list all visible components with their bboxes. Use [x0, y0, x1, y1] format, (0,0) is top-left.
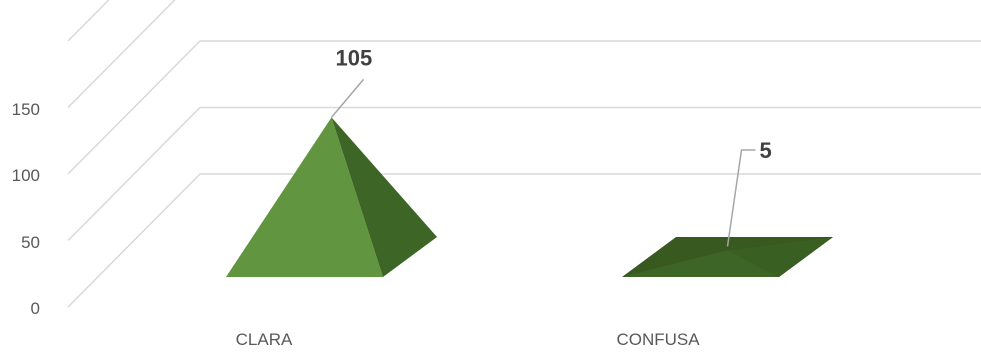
data-label-clara: 105 [336, 45, 373, 70]
pyramid-front-face [226, 117, 383, 277]
pyramid-clara [226, 117, 437, 277]
y-tick-label: 150 [12, 100, 40, 119]
pyramid-confusa [622, 237, 833, 277]
y-axis: 0 50 100 150 [12, 100, 40, 318]
y-tick-label: 0 [31, 299, 40, 318]
gridline [67, 0, 176, 109]
y-tick-label: 100 [12, 166, 40, 185]
y-tick-label: 50 [21, 233, 40, 252]
pyramid-right-face [727, 237, 833, 277]
leader-line [330, 78, 365, 118]
gridlines [67, 0, 981, 308]
labels: CLARA CONFUSA 105 5 [236, 45, 772, 349]
pyramid-bars [226, 117, 833, 277]
category-label-confusa: CONFUSA [616, 330, 700, 349]
gridline [67, 173, 981, 308]
pyramid-right-face [331, 117, 437, 277]
gridline [67, 0, 110, 42]
leader-line [726, 149, 756, 247]
pyramid-front-face [622, 250, 779, 277]
gridline [67, 40, 981, 175]
category-label-clara: CLARA [236, 330, 293, 349]
gridline [67, 106, 981, 242]
data-label-confusa: 5 [760, 138, 772, 163]
